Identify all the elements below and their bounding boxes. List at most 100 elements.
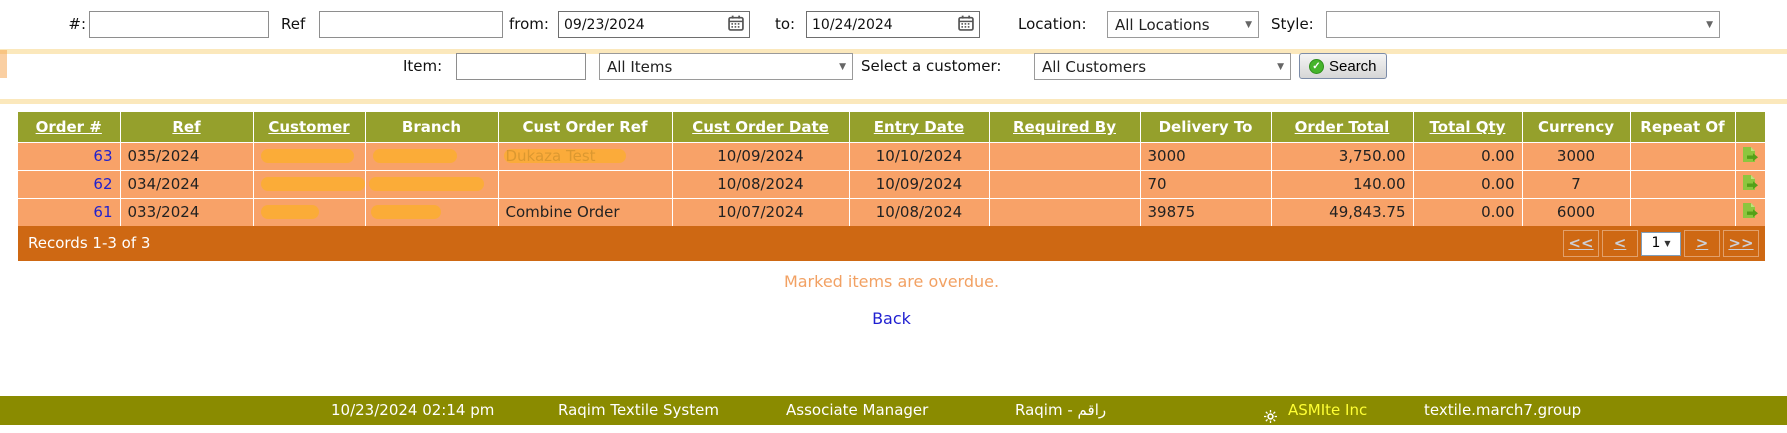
cell-ref: 033/2024 — [120, 198, 254, 227]
style-select[interactable]: ▼ — [1326, 11, 1720, 38]
location-select[interactable]: All Locations ▼ — [1107, 11, 1259, 38]
column-header-order-no[interactable]: Order # — [18, 112, 121, 143]
redaction-mark — [260, 176, 365, 191]
records-count: Records 1-3 of 3 — [28, 234, 151, 252]
cell-repeat-of — [1630, 170, 1736, 199]
cell-cust-order-ref: Combine Order — [498, 198, 673, 227]
calendar-icon[interactable] — [728, 15, 744, 35]
smudge-stripe-above-table — [0, 99, 1787, 104]
items-select[interactable]: All Items ▼ — [599, 53, 853, 80]
chevron-down-icon: ▼ — [1245, 20, 1252, 30]
page-select[interactable]: 1 ▼ — [1641, 231, 1681, 256]
cell-entry-date: 10/08/2024 — [849, 198, 990, 227]
to-date-value: 10/24/2024 — [812, 16, 893, 33]
redaction-mark — [372, 148, 457, 163]
cell-branch — [365, 198, 499, 227]
search-check-icon: ✓ — [1309, 58, 1324, 74]
cell-branch — [365, 142, 499, 171]
chevron-down-icon: ▼ — [839, 62, 846, 72]
footer-company-link[interactable]: ASMIte Inc — [1288, 401, 1368, 419]
column-header-required-by[interactable]: Required By — [989, 112, 1141, 143]
footer-datetime: 10/23/2024 02:14 pm — [331, 401, 495, 419]
footer-brand: Raqim - راقم — [1015, 401, 1107, 419]
search-button-label: Search — [1329, 57, 1377, 75]
cell-order-total: 140.00 — [1271, 170, 1414, 199]
export-order-icon[interactable] — [1741, 202, 1759, 223]
cell-customer — [253, 198, 366, 227]
column-header-delivery-to: Delivery To — [1140, 112, 1272, 143]
next-page-button[interactable]: > — [1684, 230, 1720, 257]
redaction-mark — [370, 204, 441, 219]
cell-repeat-of — [1630, 198, 1736, 227]
column-header-order-total[interactable]: Order Total — [1271, 112, 1414, 143]
table-row: 63 035/2024 Dukaza Test 10/09/2024 10/10… — [18, 142, 1765, 171]
records-bar: Records 1-3 of 3 << < 1 ▼ > >> — [18, 226, 1765, 261]
from-date-value: 09/23/2024 — [564, 16, 645, 33]
cell-required-by — [989, 170, 1141, 199]
items-select-value: All Items — [607, 57, 673, 76]
cell-currency: 3000 — [1522, 142, 1631, 171]
overdue-message: Marked items are overdue. — [783, 272, 1000, 291]
order-link[interactable]: 63 — [93, 147, 113, 165]
gear-icon — [1264, 404, 1277, 433]
footer-domain: textile.march7.group — [1424, 401, 1582, 419]
table-row: 61 033/2024 Combine Order 10/07/2024 10/… — [18, 198, 1765, 227]
orders-table: Order # Ref Customer Branch Cust Order R… — [18, 112, 1765, 227]
export-order-icon[interactable] — [1741, 146, 1759, 167]
chevron-down-icon: ▼ — [1706, 20, 1713, 30]
order-number-input[interactable] — [89, 11, 269, 38]
cell-delivery-to: 70 — [1140, 170, 1272, 199]
column-header-entry-date[interactable]: Entry Date — [849, 112, 990, 143]
to-date-input[interactable]: 10/24/2024 — [806, 11, 980, 38]
footer-user-role: Associate Manager — [786, 401, 929, 419]
cell-ref: 034/2024 — [120, 170, 254, 199]
cell-currency: 6000 — [1522, 198, 1631, 227]
location-label: Location: — [1018, 15, 1087, 33]
export-order-icon[interactable] — [1741, 174, 1759, 195]
cell-ref: 035/2024 — [120, 142, 254, 171]
chevron-down-icon: ▼ — [1664, 239, 1671, 248]
cell-cust-order-date: 10/07/2024 — [672, 198, 850, 227]
order-link[interactable]: 62 — [93, 175, 113, 193]
cell-cust-order-date: 10/09/2024 — [672, 142, 850, 171]
select-customer-label: Select a customer: — [861, 57, 1002, 75]
cell-delivery-to: 39875 — [1140, 198, 1272, 227]
cell-cust-order-ref: Dukaza Test — [498, 142, 673, 171]
item-label: Item: — [403, 57, 443, 75]
back-link[interactable]: Back — [872, 309, 911, 328]
cell-branch — [365, 170, 499, 199]
last-page-button[interactable]: >> — [1723, 230, 1759, 257]
calendar-icon[interactable] — [958, 15, 974, 35]
to-label: to: — [775, 15, 796, 33]
style-label: Style: — [1271, 15, 1314, 33]
cell-required-by — [989, 142, 1141, 171]
customer-select[interactable]: All Customers ▼ — [1034, 53, 1291, 80]
order-link[interactable]: 61 — [93, 203, 113, 221]
table-row: 62 034/2024 10/08/2024 10/09/2024 70 140… — [18, 170, 1765, 199]
ref-label: Ref — [281, 15, 306, 33]
from-date-input[interactable]: 09/23/2024 — [558, 11, 750, 38]
cell-customer — [253, 170, 366, 199]
redaction-mark — [260, 204, 319, 219]
cell-entry-date: 10/09/2024 — [849, 170, 990, 199]
item-input[interactable] — [456, 53, 586, 80]
search-button[interactable]: ✓ Search — [1299, 53, 1387, 79]
footer-bar: 10/23/2024 02:14 pm Raqim Textile System… — [0, 396, 1787, 425]
page-select-value: 1 — [1651, 235, 1661, 251]
cell-total-qty: 0.00 — [1413, 170, 1523, 199]
column-header-cust-order-date[interactable]: Cust Order Date — [672, 112, 850, 143]
chevron-down-icon: ▼ — [1277, 62, 1284, 72]
cell-total-qty: 0.00 — [1413, 142, 1523, 171]
column-header-total-qty[interactable]: Total Qty — [1413, 112, 1523, 143]
prev-page-button[interactable]: < — [1602, 230, 1638, 257]
column-header-branch: Branch — [365, 112, 499, 143]
cell-required-by — [989, 198, 1141, 227]
column-header-repeat-of: Repeat Of — [1630, 112, 1736, 143]
column-header-cust-order-ref: Cust Order Ref — [498, 112, 673, 143]
column-header-ref[interactable]: Ref — [120, 112, 254, 143]
first-page-button[interactable]: << — [1563, 230, 1599, 257]
cell-currency: 7 — [1522, 170, 1631, 199]
cell-order-total: 49,843.75 — [1271, 198, 1414, 227]
ref-input[interactable] — [319, 11, 503, 38]
column-header-customer[interactable]: Customer — [253, 112, 366, 143]
